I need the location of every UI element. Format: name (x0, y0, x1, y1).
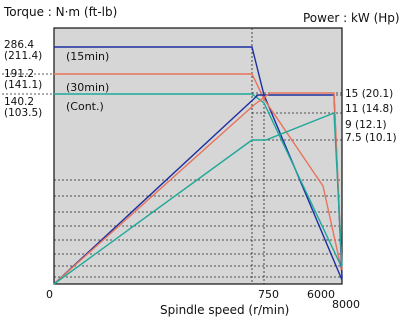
torque-tick-2-value: 140.2 (4, 96, 34, 108)
left-axis-title: Torque : N·m (ft-lb) (3, 5, 117, 19)
torque-tick-0-value: 286.4 (4, 39, 34, 51)
right-axis-title: Power : kW (Hp) (303, 11, 400, 25)
torque-tick-1-value: 191.2 (4, 68, 34, 80)
series-label-15min: (15min) (66, 50, 109, 63)
power-tick-1: 11 (14.8) (345, 103, 393, 115)
x-axis-label: Spindle speed (r/min) (160, 303, 289, 317)
torque-tick-1-alt: (141.1) (4, 79, 42, 91)
torque-tick-0-alt: (211.4) (4, 50, 42, 62)
x-tick-8000: 8000 (332, 298, 360, 311)
x-tick-6000: 6000 (307, 288, 335, 301)
x-tick-750: 750 (258, 288, 279, 301)
x-tick-0: 0 (46, 288, 53, 301)
series-label-30min: (30min) (66, 81, 109, 94)
series-label-cont: (Cont.) (66, 100, 104, 113)
power-tick-2: 9 (12.1) (345, 119, 387, 131)
torque-curve-15min (54, 46, 343, 281)
power-tick-3: 7.5 (10.1) (345, 132, 397, 144)
torque-curve-cont (54, 93, 343, 269)
curves (53, 46, 343, 285)
labels: (15min)(30min)(Cont.)286.4(211.4)191.2(1… (4, 39, 397, 311)
torque-tick-2-alt: (103.5) (4, 107, 42, 119)
torque-curve-30min (54, 73, 343, 273)
power-curve-cont (53, 111, 343, 285)
power-tick-0: 15 (20.1) (345, 88, 393, 100)
grid-lines (2, 28, 344, 284)
